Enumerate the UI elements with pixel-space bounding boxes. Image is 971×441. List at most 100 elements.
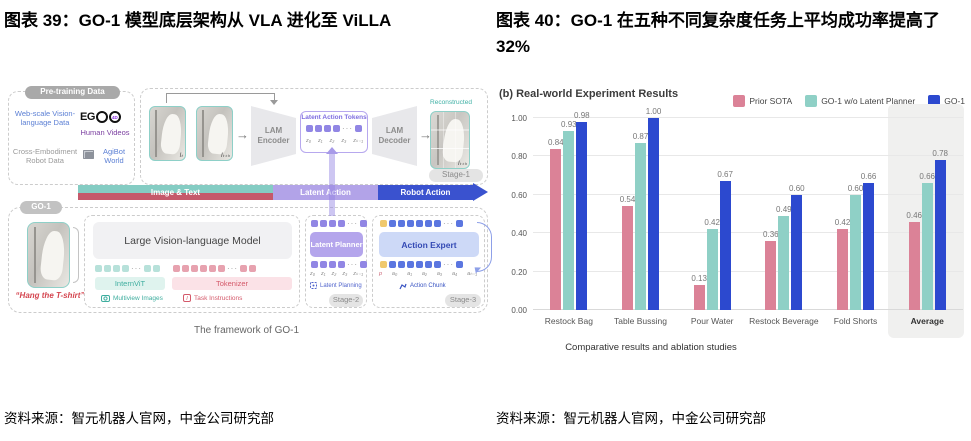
y-tick-label: 0.00 bbox=[511, 306, 527, 315]
flow-arrowhead-icon bbox=[473, 183, 488, 201]
figure39-diagram: Pre-training Data Web-scale Vision-langu… bbox=[5, 85, 492, 360]
token-square bbox=[329, 261, 336, 268]
pretraining-data-label: Pre-training Data bbox=[25, 86, 120, 99]
bar-slot: 0.13 bbox=[691, 274, 707, 310]
frame-t-label: Iₜ bbox=[179, 153, 183, 159]
task-instructions-label: Task Instructions bbox=[194, 294, 243, 302]
token-label: z₂ bbox=[331, 271, 337, 277]
internvit-token-row: ··· bbox=[95, 264, 160, 273]
task-instructions-item: I Task Instructions bbox=[183, 294, 242, 302]
bar bbox=[693, 285, 705, 310]
token-square bbox=[311, 261, 318, 268]
frame-garment bbox=[39, 230, 66, 281]
y-tick-label: 0.20 bbox=[511, 267, 527, 277]
y-tick-label: 0.60 bbox=[511, 190, 527, 200]
action-expert-label: Action Expert bbox=[379, 232, 479, 257]
chart-plot bbox=[533, 117, 963, 310]
internvit-label: InternViT bbox=[95, 277, 165, 290]
skip-connection-line bbox=[166, 93, 274, 94]
action-token-labels: p a₀ a₁ a₂ a₃ a₄ aₕ₋₁ bbox=[379, 271, 477, 277]
agibot-building-icon bbox=[83, 150, 94, 159]
bar-slot: 1.00 bbox=[646, 107, 661, 310]
bar-slot: 0.78 bbox=[932, 149, 948, 310]
camera-icon bbox=[101, 295, 110, 302]
ego4d-4d-lens-icon: 4D bbox=[108, 111, 121, 123]
action-token-row-bottom: ··· bbox=[380, 261, 463, 269]
token-square bbox=[389, 220, 396, 227]
token-square bbox=[144, 265, 151, 272]
action-chunk-label: Action Chunk bbox=[410, 283, 446, 289]
token-square bbox=[153, 265, 160, 272]
ego4d-logo: EG 4D bbox=[80, 111, 121, 123]
latent-planning-icon bbox=[310, 282, 317, 289]
ellipsis: ··· bbox=[347, 260, 358, 269]
bar-cluster: 0.46 0.66 0.78 bbox=[891, 118, 963, 310]
svg-text:I: I bbox=[186, 296, 188, 302]
action-token-row-top: ··· bbox=[380, 219, 463, 228]
token-square bbox=[360, 261, 367, 268]
bar-cluster: 0.84 0.93 0.98 bbox=[533, 111, 605, 310]
frame-garment bbox=[206, 113, 230, 155]
token-square bbox=[360, 220, 367, 227]
bar-value-label: 1.00 bbox=[645, 107, 662, 116]
reconstructed-label: Reconstructed bbox=[430, 99, 472, 106]
latent-planning-item: Latent Planning bbox=[310, 282, 362, 289]
tokenizer-label: Tokenizer bbox=[172, 277, 292, 290]
token-square bbox=[315, 125, 322, 132]
ellipsis: ··· bbox=[342, 124, 353, 133]
bar-group: 0.36 0.49 0.60 Restock Beverage bbox=[748, 118, 820, 332]
bar bbox=[908, 221, 920, 310]
figure40-title: 图表 40：GO-1 在五种不同复杂度任务上平均成功率提高了 32% bbox=[496, 11, 940, 57]
token-square bbox=[324, 125, 331, 132]
action-chunk-item: Action Chunk bbox=[399, 282, 446, 290]
token-square bbox=[425, 220, 432, 227]
token-square bbox=[173, 265, 180, 272]
ego4d-lens-icon bbox=[95, 111, 108, 123]
ego4d-logo-text: EG bbox=[80, 111, 95, 123]
token-label: a₁ bbox=[407, 271, 412, 277]
bar-value-label: 0.87 bbox=[632, 131, 649, 141]
bar-value-label: 0.42 bbox=[834, 218, 851, 228]
token-square bbox=[113, 265, 120, 272]
token-label: zₖ₋₁ bbox=[353, 138, 363, 144]
stage1-pill: Stage-1 bbox=[429, 169, 483, 182]
latent-connector-line bbox=[329, 154, 335, 216]
token-label: z₃ bbox=[342, 271, 348, 277]
token-label: aₕ₋₁ bbox=[467, 271, 477, 277]
y-tick-label: 1.00 bbox=[511, 114, 527, 123]
legend-swatch bbox=[805, 95, 818, 107]
bar bbox=[934, 160, 946, 310]
task-image bbox=[27, 222, 70, 288]
token-square bbox=[200, 265, 207, 272]
bar-group: 0.42 0.60 0.66 Fold Shorts bbox=[820, 118, 892, 332]
pretraining-data-box: Pre-training Data Web-scale Vision-langu… bbox=[8, 86, 135, 185]
bar-slot: 0.67 bbox=[717, 170, 733, 310]
lvlm-box: Large Vision-language Model ··· ··· Inte… bbox=[84, 215, 300, 308]
bar-value-label: 0.93 bbox=[561, 120, 577, 130]
bar bbox=[791, 194, 803, 310]
go1-pill: GO-1 bbox=[20, 201, 62, 214]
token-square bbox=[425, 261, 432, 268]
token-square bbox=[311, 220, 318, 227]
ellipsis: ··· bbox=[347, 219, 358, 228]
skip-connection-line bbox=[166, 93, 167, 103]
chart-title: (b) Real-world Experiment Results bbox=[499, 88, 679, 100]
bar-slot: 0.60 bbox=[848, 184, 863, 310]
ellipsis: ··· bbox=[131, 264, 142, 273]
bar bbox=[765, 240, 777, 310]
token-label: z₀ bbox=[306, 138, 312, 144]
bar-group: 0.54 0.87 1.00 Table Bussing bbox=[605, 107, 677, 332]
grid-line bbox=[533, 193, 963, 195]
token-square bbox=[191, 265, 198, 272]
ellipsis: ··· bbox=[443, 219, 454, 228]
frame-garment bbox=[159, 113, 183, 155]
bar-value-label: 0.49 bbox=[776, 204, 792, 214]
token-square bbox=[333, 125, 340, 132]
bar-value-label: 0.78 bbox=[932, 149, 948, 159]
legend-swatch bbox=[733, 95, 746, 107]
token-square bbox=[456, 261, 463, 268]
token-label: z₀ bbox=[310, 271, 316, 277]
bar bbox=[550, 148, 562, 310]
latent-action-tokens-title: Latent Action Tokens bbox=[301, 114, 367, 121]
figure40-chart: (b) Real-world Experiment Results Prior … bbox=[497, 88, 965, 368]
